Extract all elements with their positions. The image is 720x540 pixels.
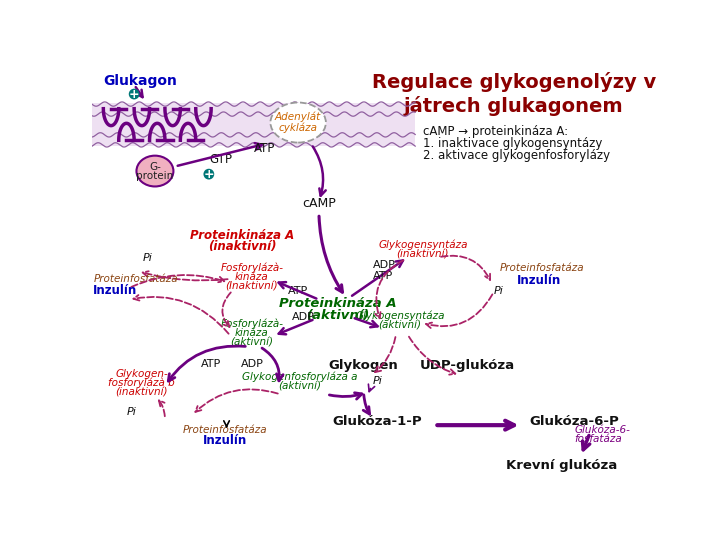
Text: (inaktivní): (inaktivní) <box>116 387 168 397</box>
Text: (Inaktivní): (Inaktivní) <box>225 282 278 292</box>
Ellipse shape <box>137 156 174 186</box>
Text: cykláza: cykláza <box>279 123 318 133</box>
Text: Glykogenfosforyláza a: Glykogenfosforyláza a <box>242 372 357 382</box>
Text: fosfatáza: fosfatáza <box>575 434 622 444</box>
Bar <box>92 103 415 146</box>
Text: G-: G- <box>149 162 161 172</box>
Text: Inzulín: Inzulín <box>517 274 561 287</box>
Text: UDP-glukóza: UDP-glukóza <box>420 359 515 372</box>
Text: Proteinkináza A: Proteinkináza A <box>279 297 397 310</box>
Text: Glykogen: Glykogen <box>329 359 398 372</box>
Text: Pi: Pi <box>493 286 503 296</box>
Text: Glukóza-1-P: Glukóza-1-P <box>332 415 421 428</box>
Text: +: + <box>129 87 140 100</box>
Text: 2. aktivace glykogenfosforylázy: 2. aktivace glykogenfosforylázy <box>423 150 610 163</box>
Text: Glykogen-: Glykogen- <box>115 369 168 379</box>
Text: Proteinfosfatáza: Proteinfosfatáza <box>94 274 178 284</box>
Text: Proteinkináza A: Proteinkináza A <box>190 230 294 242</box>
Text: Glykogensyntáza: Glykogensyntáza <box>355 310 444 321</box>
Text: (inaktivní): (inaktivní) <box>397 249 449 259</box>
Text: ATP: ATP <box>201 359 221 369</box>
Text: (inaktivní): (inaktivní) <box>207 240 276 253</box>
Text: Fosforylázà-: Fosforylázà- <box>220 318 284 329</box>
Text: kináza: kináza <box>235 272 269 282</box>
Text: Proteinfosfatáza: Proteinfosfatáza <box>183 425 267 435</box>
Ellipse shape <box>271 103 326 143</box>
Text: Inzulín: Inzulín <box>94 284 138 297</box>
Text: +: + <box>204 167 214 181</box>
Circle shape <box>204 168 215 179</box>
Text: Pi: Pi <box>127 407 137 417</box>
Text: (aktivní): (aktivní) <box>307 308 370 321</box>
Text: ADP: ADP <box>240 359 264 369</box>
Text: (aktivní): (aktivní) <box>278 382 321 392</box>
Text: cAMP: cAMP <box>302 197 336 210</box>
Text: GTP: GTP <box>210 153 233 166</box>
Text: Regulace glykogenolýzy v
játrech glukagonem: Regulace glykogenolýzy v játrech glukago… <box>372 72 656 117</box>
Text: Pi: Pi <box>372 376 382 386</box>
Text: Glukagon: Glukagon <box>104 74 177 88</box>
Text: cAMP → proteinkináza A:: cAMP → proteinkináza A: <box>423 125 568 138</box>
Text: ADP: ADP <box>292 313 315 322</box>
Text: ATP: ATP <box>288 286 308 296</box>
Circle shape <box>129 89 140 99</box>
Text: ATP: ATP <box>373 271 393 281</box>
Text: 1. inaktivace glykogensyntázy: 1. inaktivace glykogensyntázy <box>423 137 602 150</box>
Text: protein: protein <box>136 172 174 181</box>
Text: Fosforylázà-: Fosforylázà- <box>220 262 284 273</box>
Text: ADP: ADP <box>373 260 396 270</box>
Text: Glukóza-6-P: Glukóza-6-P <box>529 415 619 428</box>
Text: Krevní glukóza: Krevní glukóza <box>506 459 617 472</box>
Text: Inzulín: Inzulín <box>203 434 247 447</box>
Text: (aktivní): (aktivní) <box>230 337 274 347</box>
Text: (aktivní): (aktivní) <box>378 320 421 330</box>
Text: Pi: Pi <box>143 253 152 263</box>
Text: kináza: kináza <box>235 328 269 338</box>
Text: fosforylázà b: fosforylázà b <box>109 377 175 388</box>
Text: Glukóza-6-: Glukóza-6- <box>575 425 631 435</box>
Text: Proteinfosfatáza: Proteinfosfatáza <box>500 263 585 273</box>
Text: ATP: ATP <box>254 142 276 155</box>
Text: Adenylát: Adenylát <box>275 112 321 123</box>
Text: Glykogensyntáza: Glykogensyntáza <box>378 240 468 250</box>
